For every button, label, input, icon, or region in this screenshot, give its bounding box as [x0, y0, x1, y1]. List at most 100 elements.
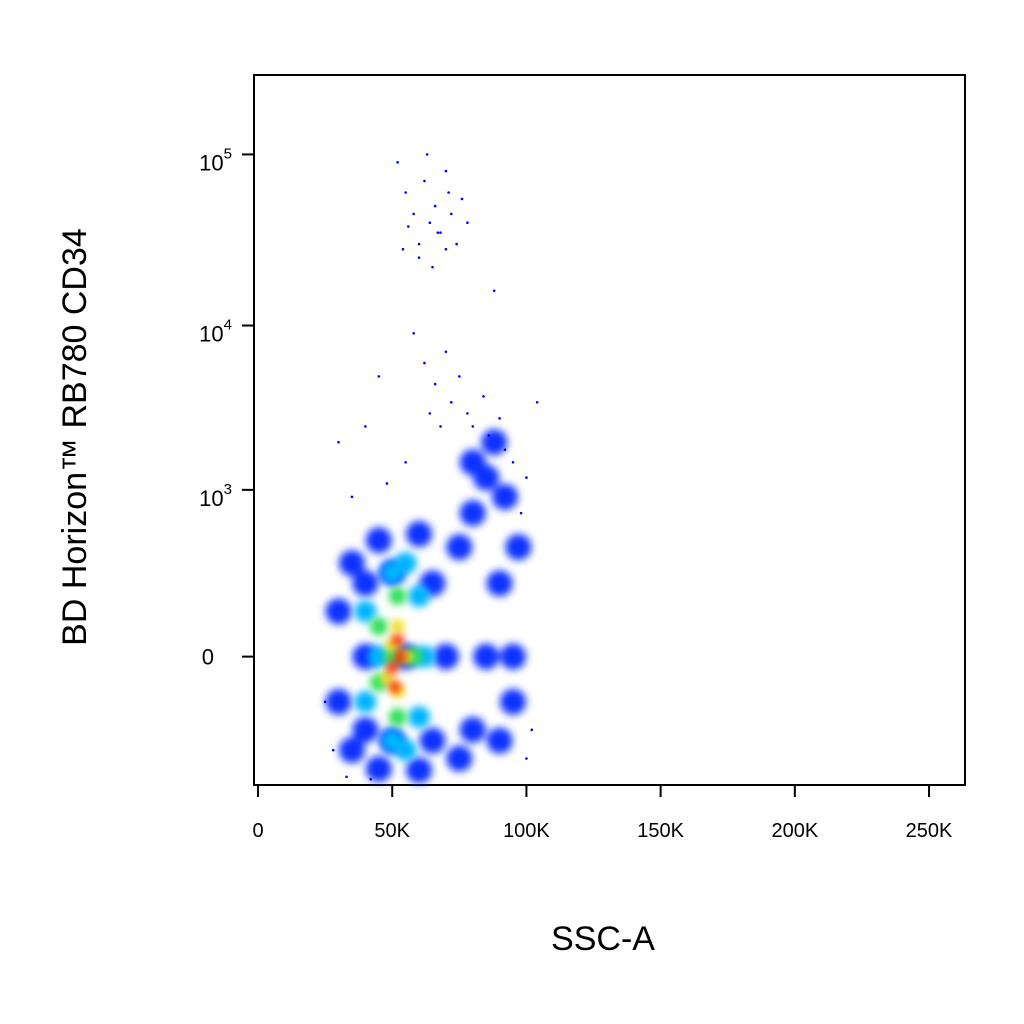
point	[417, 256, 421, 259]
point	[446, 534, 473, 561]
point	[338, 550, 365, 577]
point	[444, 169, 448, 173]
point	[428, 221, 432, 225]
point-group	[325, 429, 532, 784]
point	[458, 375, 461, 378]
point	[394, 650, 407, 663]
point	[505, 534, 532, 561]
point	[449, 212, 453, 216]
point	[444, 247, 448, 251]
point	[337, 440, 340, 444]
point	[500, 643, 527, 670]
y-tick-label: 103	[199, 481, 232, 511]
point	[406, 757, 433, 784]
y-tick-exponent: 5	[224, 145, 232, 162]
point-group	[323, 153, 539, 781]
point	[446, 745, 473, 772]
point	[401, 247, 405, 251]
point	[425, 153, 429, 156]
point	[491, 483, 518, 510]
point	[369, 777, 373, 781]
point	[466, 221, 469, 225]
point	[379, 671, 394, 686]
point-group	[386, 633, 407, 693]
point	[486, 570, 513, 597]
y-tick-exponent: 3	[224, 481, 232, 498]
point	[354, 690, 377, 713]
point	[390, 619, 405, 634]
x-tick-label: 100K	[503, 820, 550, 842]
point	[323, 700, 327, 704]
point	[459, 449, 486, 476]
y-tick-base: 10	[199, 486, 223, 511]
point	[455, 242, 458, 246]
point	[388, 587, 407, 606]
point	[459, 500, 486, 527]
point	[396, 160, 399, 164]
point	[423, 361, 426, 365]
plot-frame	[253, 74, 966, 786]
x-tick-label: 150K	[637, 820, 684, 842]
point	[498, 417, 501, 420]
point	[365, 755, 392, 782]
point	[459, 716, 486, 743]
y-tick-base: 10	[199, 150, 223, 175]
point	[428, 412, 432, 415]
point	[352, 716, 379, 743]
y-tick-label: 104	[199, 317, 232, 347]
x-tick-label: 250K	[906, 820, 953, 842]
point	[388, 708, 407, 727]
point	[385, 482, 389, 485]
point	[419, 727, 446, 754]
point	[487, 434, 491, 437]
point	[367, 645, 390, 668]
point	[404, 191, 407, 194]
point	[436, 231, 440, 234]
point	[325, 598, 352, 625]
y-tick-label: 0	[202, 645, 214, 670]
point	[439, 425, 442, 428]
point	[449, 400, 453, 404]
point	[439, 231, 442, 234]
point	[391, 633, 404, 646]
x-axis-label: SSC-A	[551, 920, 655, 958]
point	[406, 521, 433, 548]
point	[423, 179, 426, 183]
point	[345, 775, 348, 779]
x-tick-label: 50K	[374, 820, 410, 842]
point	[473, 643, 500, 670]
point	[492, 289, 496, 293]
y-tick-base: 10	[199, 322, 223, 347]
point	[369, 617, 388, 636]
point	[447, 191, 450, 194]
point	[412, 212, 415, 216]
point	[432, 643, 459, 670]
point	[535, 400, 539, 404]
point	[500, 688, 527, 715]
point	[525, 757, 528, 760]
point	[394, 739, 417, 762]
point	[352, 570, 379, 597]
point	[364, 425, 367, 428]
point	[404, 461, 407, 464]
point	[388, 680, 401, 693]
point	[530, 728, 534, 732]
x-tick-label: 0	[252, 820, 263, 842]
point	[466, 412, 469, 415]
point	[338, 737, 365, 764]
point	[460, 197, 464, 201]
x-tick-label: 200K	[771, 820, 818, 842]
point	[444, 350, 448, 354]
point	[511, 461, 515, 464]
point	[482, 395, 485, 398]
point	[350, 495, 354, 499]
point	[412, 331, 415, 335]
point	[417, 242, 421, 246]
point	[481, 429, 508, 456]
y-tick-exponent: 4	[224, 317, 232, 334]
point	[519, 511, 523, 515]
point	[471, 425, 475, 428]
point	[325, 688, 352, 715]
point	[377, 375, 381, 378]
